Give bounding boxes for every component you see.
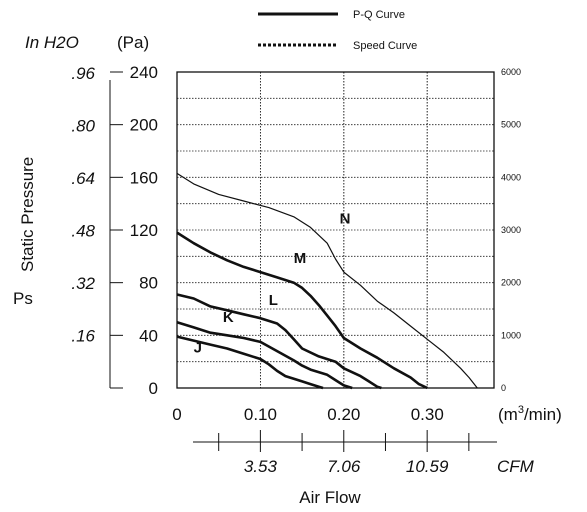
y-axis-symbol: Ps <box>13 289 33 308</box>
y2-tick-label: 4000 <box>501 172 521 182</box>
curves: N M L K J <box>176 172 478 390</box>
cfm-tick-label: 10.59 <box>406 457 449 476</box>
y-tick-label-inh2o: .64 <box>71 169 95 188</box>
y2-tick-label: 0 <box>501 383 506 393</box>
x-axis-label: Air Flow <box>299 488 361 507</box>
curve-J <box>176 335 324 390</box>
y-tick-label-pa: 120 <box>130 221 158 240</box>
y-tick-label-inh2o: .80 <box>71 117 95 136</box>
x-tick-label: 0.30 <box>411 405 444 424</box>
y-tick-label-inh2o: .48 <box>71 222 95 241</box>
left-outer-unit: In H2O <box>25 33 79 52</box>
cfm-tick-label: 7.06 <box>327 457 361 476</box>
y-tick-label-pa: 200 <box>130 116 158 135</box>
curve-N <box>176 172 478 389</box>
curve-L <box>176 293 382 390</box>
axis-ticks: 240 200 160 120 80 40 0 .96 .80 .64 .48 .32 .16 6000 5… <box>71 63 521 476</box>
curve-label: N <box>340 210 351 227</box>
legend: P-Q Curve Speed Curve <box>258 9 417 52</box>
x-tick-label: 0 <box>172 405 181 424</box>
grid <box>177 72 494 388</box>
y-tick-label-pa: 40 <box>139 326 158 345</box>
y-tick-label-inh2o: .32 <box>71 274 95 293</box>
curve-label: M <box>294 250 307 267</box>
y2-tick-label: 3000 <box>501 225 521 235</box>
cfm-unit: CFM <box>497 457 535 476</box>
x-tick-label: 0.20 <box>327 405 360 424</box>
y-tick-label-pa: 160 <box>130 168 158 187</box>
legend-speed-label: Speed Curve <box>353 40 417 52</box>
x-unit: (m3/min) <box>498 404 562 424</box>
legend-pq-label: P-Q Curve <box>353 9 405 21</box>
y2-tick-label: 1000 <box>501 330 521 340</box>
y-tick-label-inh2o: .16 <box>71 327 95 346</box>
cfm-tick-label: 3.53 <box>244 457 278 476</box>
curve-M <box>176 231 428 390</box>
curve-label: K <box>223 309 234 326</box>
y2-tick-label: 6000 <box>501 67 521 77</box>
y-axis-label: Static Pressure <box>18 157 37 272</box>
x-tick-label: 0.10 <box>244 405 277 424</box>
y2-tick-label: 2000 <box>501 278 521 288</box>
y-tick-label-pa: 0 <box>149 379 158 398</box>
plot-frame <box>176 71 495 389</box>
y2-tick-label: 5000 <box>501 120 521 130</box>
y-tick-label-inh2o: .96 <box>71 64 95 83</box>
y-tick-label-pa: 240 <box>130 63 158 82</box>
curve-K <box>176 320 353 390</box>
y-tick-label-pa: 80 <box>139 274 158 293</box>
curve-label: J <box>194 339 202 356</box>
left-inner-unit: (Pa) <box>117 33 149 52</box>
curve-label: L <box>269 292 278 309</box>
